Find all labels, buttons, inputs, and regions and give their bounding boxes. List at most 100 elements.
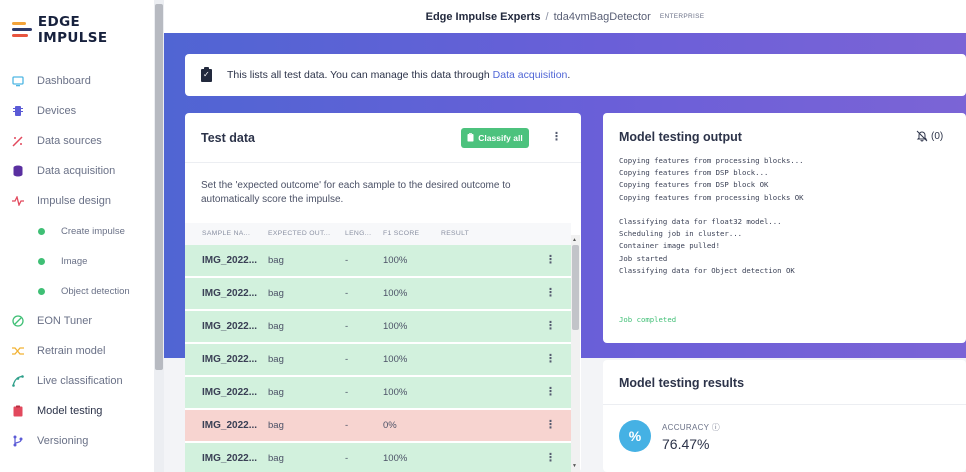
sidebar-item-data-sources[interactable]: Data sources [0,126,154,156]
sidebar-item-impulse-design[interactable]: Impulse design [0,186,154,216]
data-acquisition-link[interactable]: Data acquisition [492,69,568,81]
log-line: Copying features from DSP block... [619,168,769,178]
f1-score: 100% [383,387,408,398]
column-header[interactable]: SAMPLE NA... [202,230,251,237]
table-row[interactable]: IMG_2022... bag - 100% ⋮ [185,443,571,472]
sidebar-item-model-testing[interactable]: Model testing [0,396,154,426]
sidebar-item-live-classification[interactable]: Live classification [0,366,154,396]
model-testing-results-card: Model testing results % ACCURACY ⓘ 76.47… [603,360,966,472]
row-menu-icon[interactable]: ⋮ [545,419,556,431]
column-header[interactable]: LENG... [345,230,372,237]
sample-name: IMG_2022... [202,255,258,266]
breadcrumb-org[interactable]: Edge Impulse Experts [425,10,541,23]
table-row[interactable]: IMG_2022... bag - 100% ⋮ [185,344,571,375]
sidebar: EDGE IMPULSE Dashboard Devices Data sour… [0,0,154,472]
sidebar-item-devices[interactable]: Devices [0,96,154,126]
row-menu-icon[interactable]: ⋮ [545,287,556,299]
test-data-description: Set the 'expected outcome' for each samp… [201,180,511,205]
table-row[interactable]: IMG_2022... bag - 100% ⋮ [185,311,571,342]
percent-icon: % [619,420,651,452]
scroll-up-icon[interactable]: ▲ [572,237,577,243]
sidebar-item-object-detection[interactable]: Object detection [0,276,154,306]
sidebar-item-image[interactable]: Image [0,246,154,276]
dot-icon [38,287,45,295]
log-line: Copying features from processing blocks.… [619,156,804,165]
table-row[interactable]: IMG_2022... bag - 0% ⋮ [185,410,571,441]
table-row[interactable]: IMG_2022... bag - 100% ⋮ [185,245,571,276]
sample-name: IMG_2022... [202,288,258,299]
sidebar-item-versioning[interactable]: Versioning [0,426,154,456]
breadcrumb-project[interactable]: tda4vmBagDetector [553,10,651,23]
sidebar-item-label: Retrain model [37,345,106,357]
clipboard-icon [467,132,474,144]
graph-icon [12,375,24,387]
f1-score: 100% [383,453,408,464]
sidebar-nav: Dashboard Devices Data sources Data acqu… [0,66,154,456]
row-menu-icon[interactable]: ⋮ [545,254,556,266]
sidebar-item-dashboard[interactable]: Dashboard [0,66,154,96]
sample-length: - [345,321,349,332]
sidebar-item-eon-tuner[interactable]: EON Tuner [0,306,154,336]
row-menu-icon[interactable]: ⋮ [545,386,556,398]
log-line: Copying features from processing blocks … [619,192,804,202]
sidebar-item-data-acquisition[interactable]: Data acquisition [0,156,154,186]
row-menu-icon[interactable]: ⋮ [545,320,556,332]
test-data-menu-icon[interactable]: ⋮ [551,131,562,143]
chip-icon [12,105,24,117]
classify-all-button[interactable]: Classify all [461,128,529,148]
f1-score: 100% [383,321,408,332]
log-line: ​ [619,301,959,313]
output-log: Copying features from processing blocks.… [619,155,959,335]
sidebar-item-label: Data acquisition [37,165,116,177]
sidebar-item-retrain-model[interactable]: Retrain model [0,336,154,366]
test-data-card: Test data Classify all ⋮ Set the 'expect… [185,113,581,472]
sidebar-item-label: Versioning [37,435,89,447]
output-title: Model testing output [619,130,742,144]
log-line: Job started [619,253,668,263]
sidebar-item-label: Model testing [37,405,103,417]
scroll-down-icon[interactable]: ▼ [572,463,577,469]
help-icon[interactable]: ⓘ [711,423,720,432]
card-divider [185,162,581,163]
sample-length: - [345,453,349,464]
expected-outcome: bag [268,321,284,332]
sidebar-item-label: Image [61,255,88,267]
sample-length: - [345,420,349,431]
sample-name: IMG_2022... [202,321,258,332]
sample-name: IMG_2022... [202,387,258,398]
top-header: Edge Impulse Experts / tda4vmBagDetector… [164,0,966,33]
table-row[interactable]: IMG_2022... bag - 100% ⋮ [185,377,571,408]
sidebar-item-label: EON Tuner [37,315,93,327]
column-header[interactable]: F1 SCORE [383,230,420,237]
logo-text: EDGE IMPULSE [37,14,108,46]
row-menu-icon[interactable]: ⋮ [545,353,556,365]
table-row[interactable]: IMG_2022... bag - 100% ⋮ [185,278,571,309]
column-header[interactable]: EXPECTED OUT... [268,230,331,237]
sample-length: - [345,288,349,299]
expected-outcome: bag [268,420,284,431]
expected-outcome: bag [268,354,284,365]
table-scrollbar-thumb[interactable] [572,245,579,330]
log-line: ​ [619,204,959,216]
dot-icon [38,227,45,235]
table-scrollbar[interactable]: ▲ ▼ [571,235,580,472]
accuracy-label: ACCURACY ⓘ [662,423,720,432]
sidebar-item-label: Impulse design [37,195,111,207]
f1-score: 100% [383,255,408,266]
sidebar-scrollbar-thumb[interactable] [155,4,163,370]
sample-name: IMG_2022... [202,354,258,365]
notification-count: (0) [931,130,944,142]
log-line: Classifying data for float32 model... [619,217,782,227]
log-line: Scheduling job in cluster... [619,229,743,239]
sample-length: - [345,354,349,365]
test-data-rows: IMG_2022... bag - 100% ⋮ IMG_2022... bag… [185,245,571,472]
expected-outcome: bag [268,255,284,266]
edge-impulse-logo[interactable]: EDGE IMPULSE [12,14,154,46]
sidebar-item-create-impulse[interactable]: Create impulse [0,216,154,246]
table-header: SAMPLE NA... EXPECTED OUT... LENG... F1 … [185,223,571,245]
column-header[interactable]: RESULT [441,230,470,237]
row-menu-icon[interactable]: ⋮ [545,452,556,464]
notifications-toggle[interactable]: (0) [916,130,943,142]
shuffle-icon [12,345,24,357]
banner-text: This lists all test data. You can manage… [227,69,490,81]
